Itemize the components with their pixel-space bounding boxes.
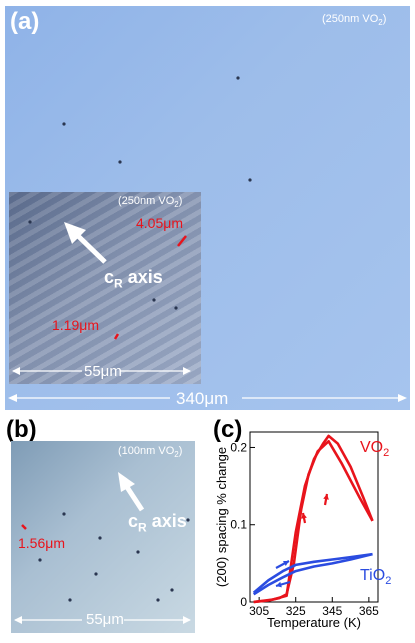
inset-axis-label: cR axis [104, 267, 163, 291]
series-line [253, 439, 374, 604]
vo2-heating-arrow-head [323, 494, 329, 500]
x-tick-label: 365 [359, 604, 379, 618]
speck [94, 572, 98, 576]
speck [152, 298, 156, 302]
panel-b-axis-label: cR axis [128, 511, 187, 535]
inset-cr-axis-arrowhead [64, 222, 86, 244]
panel-b-scale-arrow-right [183, 616, 191, 624]
speck [236, 76, 240, 80]
inset-scale-label: 55μm [84, 363, 122, 380]
speck [98, 536, 102, 540]
panel-b-cr-axis-arrowhead [118, 472, 135, 492]
panel-b-scale-arrow-left [14, 616, 22, 624]
inset-cr-axis-arrow [72, 230, 107, 264]
x-tick-label: 325 [286, 604, 306, 618]
y-tick-label: 0.2 [230, 440, 247, 454]
x-axis-label: Temperature (K) [267, 615, 361, 630]
panel-b-micrograph [11, 441, 195, 633]
speck [62, 122, 66, 126]
legend-vo2: VO2 [360, 439, 390, 460]
surface-specks [28, 76, 252, 602]
inset-scale-arrow-left [12, 367, 20, 375]
inset-film-label: (250nm VO2) [118, 195, 183, 210]
panel-b-spacing-marker [21, 524, 27, 530]
inset-spacing-marker-2 [113, 333, 120, 340]
speck [62, 512, 66, 516]
panel-b-film-label: (100nm VO2) [118, 445, 183, 460]
panel-a-label: (a) [10, 8, 40, 35]
inset-spacing-label-1: 4.05μm [136, 215, 183, 231]
tio2-heating-arrow-head [283, 560, 289, 567]
panel-a-film-label: (250nm VO2) [322, 13, 387, 28]
x-tick-label: 345 [322, 604, 342, 618]
panel-a-scale-arrow-right [398, 394, 407, 402]
speck [248, 178, 252, 182]
panel-a-inset-micrograph [9, 192, 201, 384]
spacing-vs-temperature-chart: 305 325 345 365 0 0.1 0.2 Temperature (K) (200) … [214, 431, 379, 630]
panel-b-scale-label: 55μm [86, 611, 124, 628]
speck [174, 306, 178, 310]
inset-scale-arrow-right [183, 367, 191, 375]
speck [28, 220, 32, 224]
y-tick-label: 0 [240, 595, 247, 609]
panel-b-spacing-label: 1.56μm [18, 535, 65, 551]
speck [170, 588, 174, 592]
legend-tio2: TiO2 [360, 567, 392, 588]
speck [186, 518, 190, 522]
vo2-cooling-arrow-head [301, 513, 307, 519]
y-tick-label: 0.1 [230, 518, 247, 532]
speck [68, 598, 72, 602]
inset-spacing-label-2: 1.19μm [52, 317, 99, 333]
chart-frame [249, 431, 379, 603]
tio2-cooling-arrow-head [276, 581, 282, 588]
y-axis-label: (200) spacing % change [214, 447, 229, 587]
panel-b-cr-axis-arrow [122, 482, 145, 512]
speck [156, 598, 160, 602]
panel-a-scale-label: 340μm [176, 389, 229, 408]
panel-b-label: (b) [6, 416, 37, 443]
panel-c-label: (c) [213, 416, 243, 443]
inset-spacing-marker-1 [177, 235, 187, 247]
speck [136, 550, 140, 554]
speck [118, 160, 122, 164]
panel-a-scale-arrow-left [8, 394, 17, 402]
speck [38, 558, 42, 562]
x-tick-label: 305 [249, 604, 269, 618]
series-line [253, 552, 373, 596]
series-line [252, 552, 373, 594]
